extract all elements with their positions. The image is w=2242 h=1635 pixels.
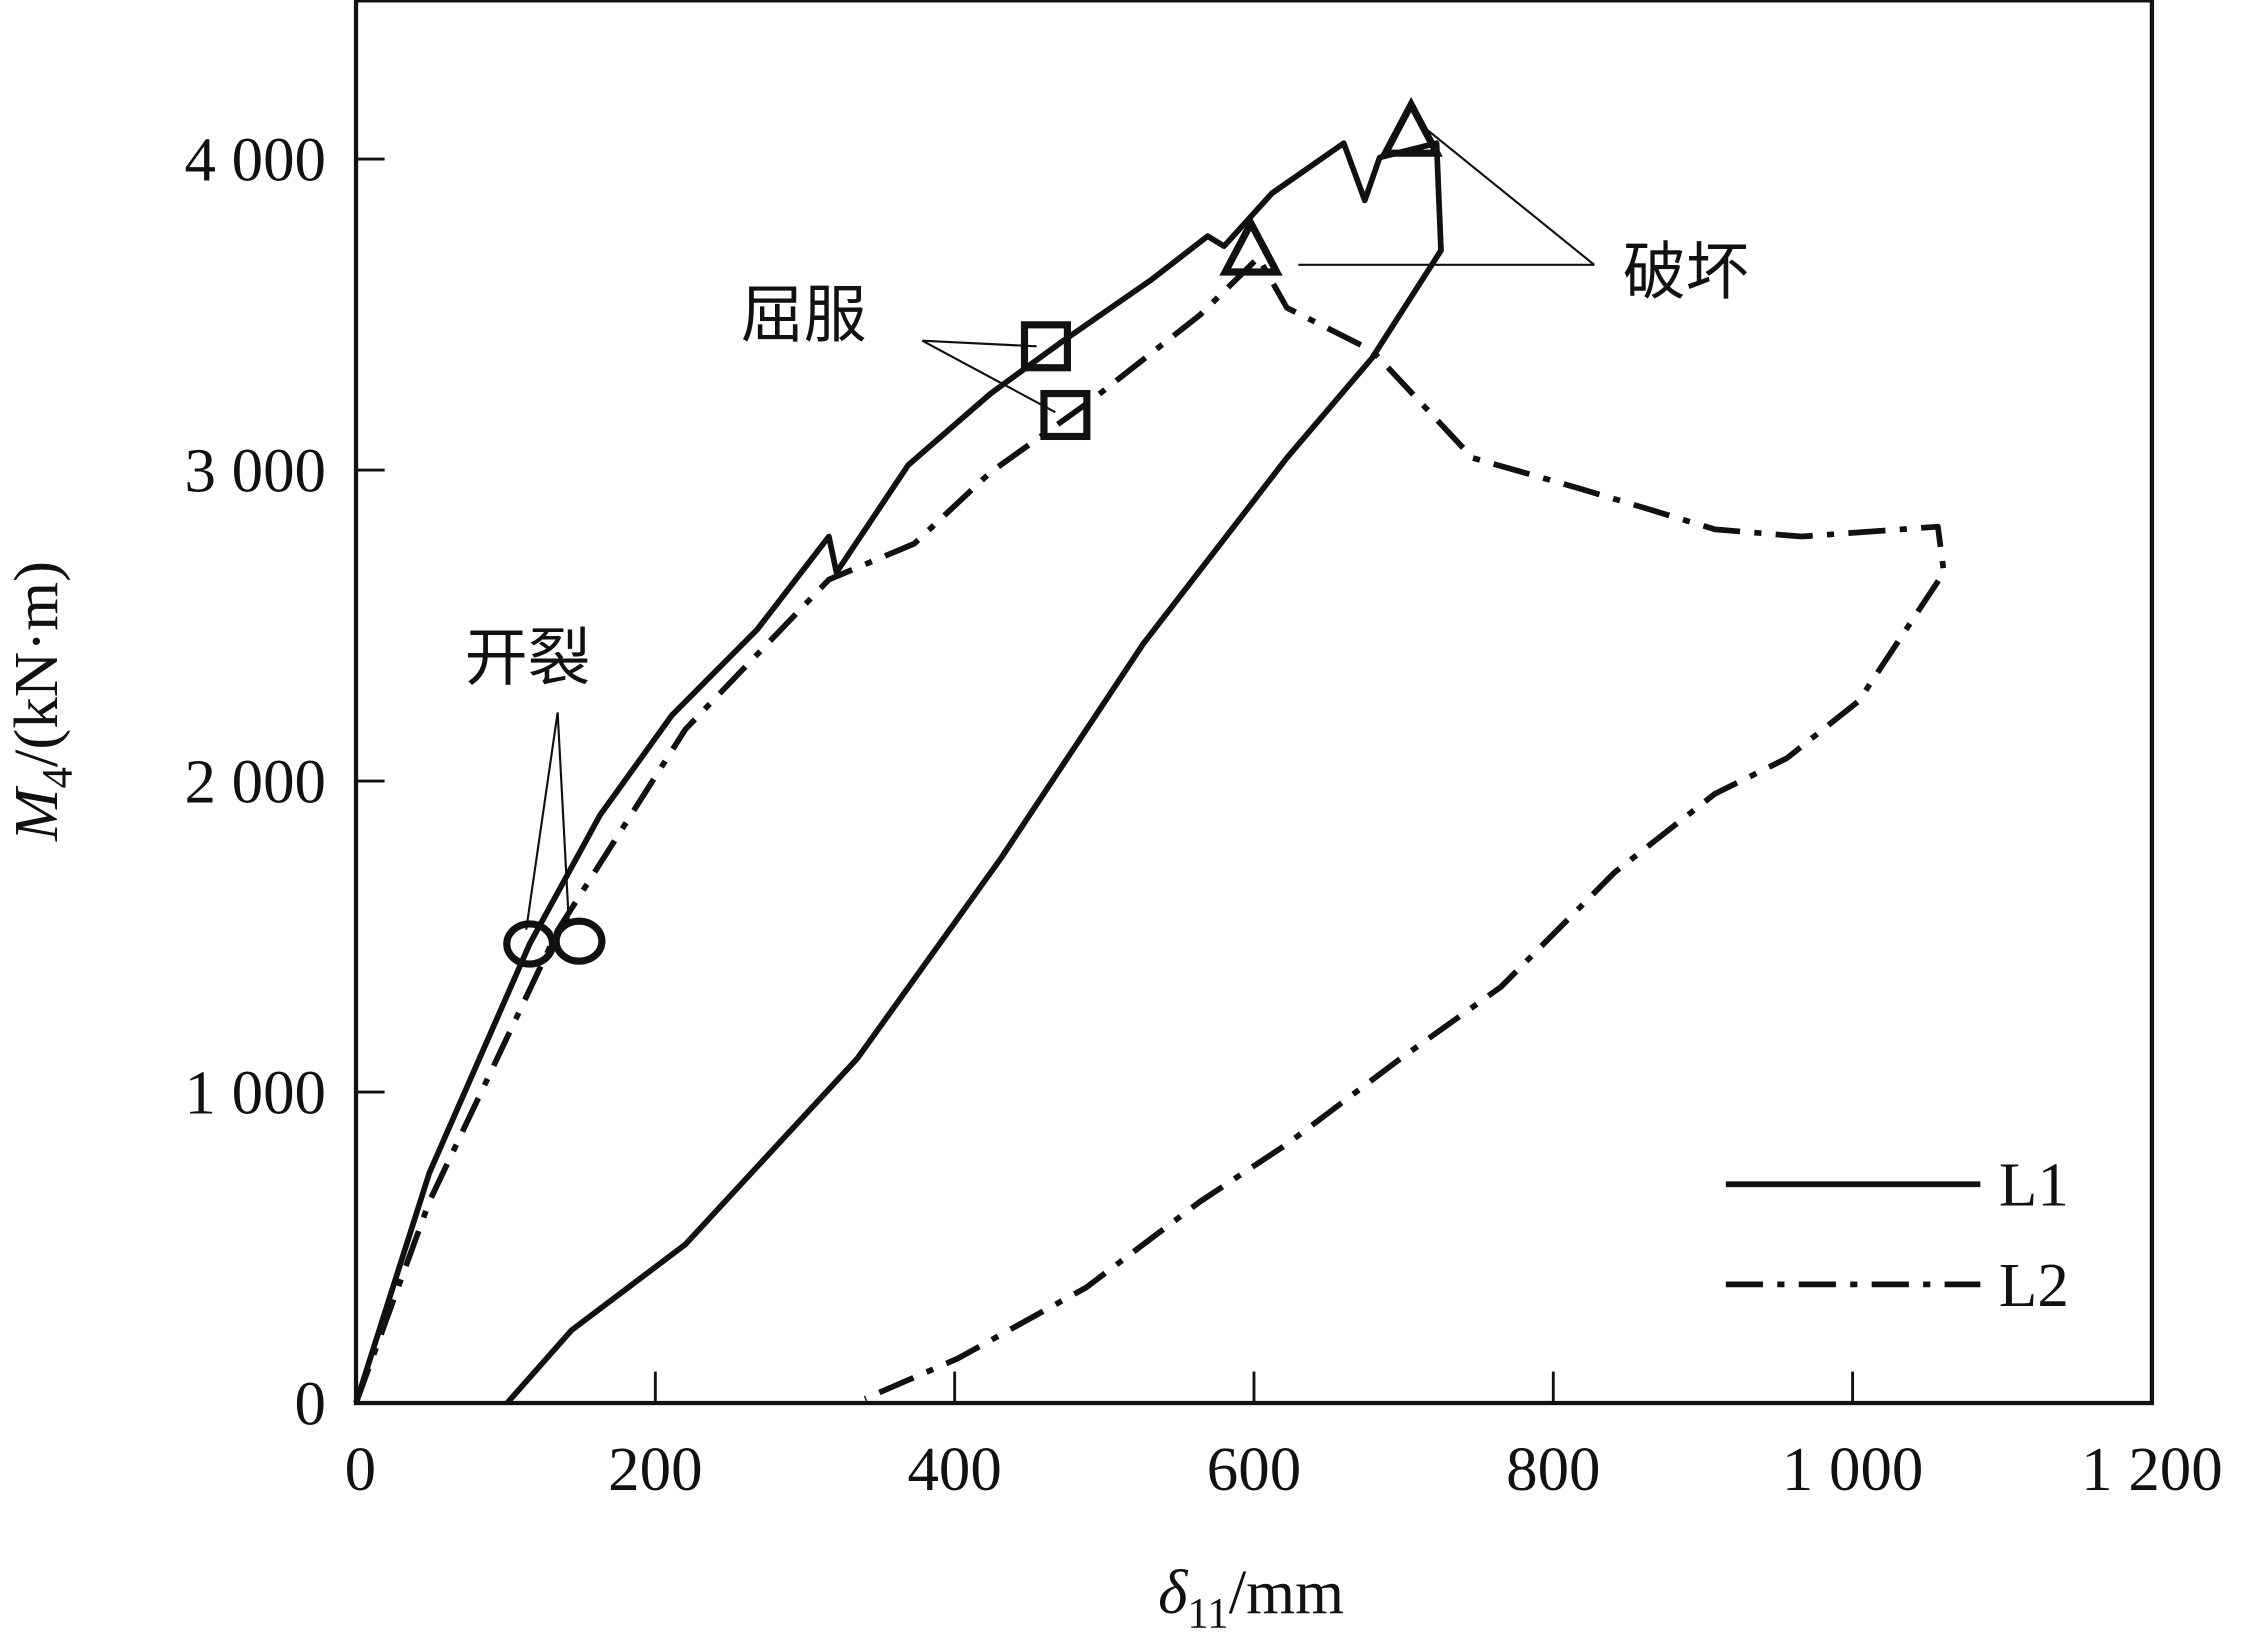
annotation-leader-failure	[1298, 125, 1595, 266]
annotation-failure: 破坏	[1623, 235, 1749, 308]
x-tick-label: 200	[608, 1434, 702, 1504]
x-tick-label: 600	[1207, 1434, 1301, 1504]
x-tick-label: 1 200	[2081, 1434, 2223, 1504]
x-tick-label: 0	[345, 1434, 376, 1504]
y-tick-label: 3 000	[184, 435, 326, 505]
legend-label-l2: L2	[1999, 1250, 2069, 1320]
y-tick-label: 0	[295, 1368, 326, 1438]
legend: L1 L2	[1725, 1150, 2069, 1320]
x-tick-label: 400	[907, 1434, 1001, 1504]
annotation-yield: 屈服	[741, 278, 867, 351]
series-line-l1	[353, 140, 1444, 1405]
triangle-marker-l1	[1379, 96, 1443, 157]
x-tick-label: 1 000	[1782, 1434, 1924, 1504]
x-tick-label: 800	[1506, 1434, 1600, 1504]
triangle-marker-l2	[1219, 215, 1283, 276]
circle-marker-l1	[503, 920, 557, 968]
legend-label-l1: L1	[1999, 1150, 2069, 1220]
circle-marker-l2	[552, 917, 606, 965]
y-tick-label: 1 000	[184, 1057, 326, 1127]
y-tick-label: 2 000	[184, 746, 326, 816]
annotation-leader-cracking	[525, 712, 571, 930]
series-line-l2	[353, 254, 1947, 1405]
annotation-leader-yield	[921, 339, 1056, 414]
y-tick-label: 4 000	[184, 125, 326, 195]
y-axis-label: M4/(kN·m)	[1, 561, 81, 842]
annotation-cracking: 开裂	[465, 622, 591, 695]
x-axis-label: δ11/mm	[1158, 1557, 1344, 1635]
square-marker-l2	[1040, 389, 1091, 441]
